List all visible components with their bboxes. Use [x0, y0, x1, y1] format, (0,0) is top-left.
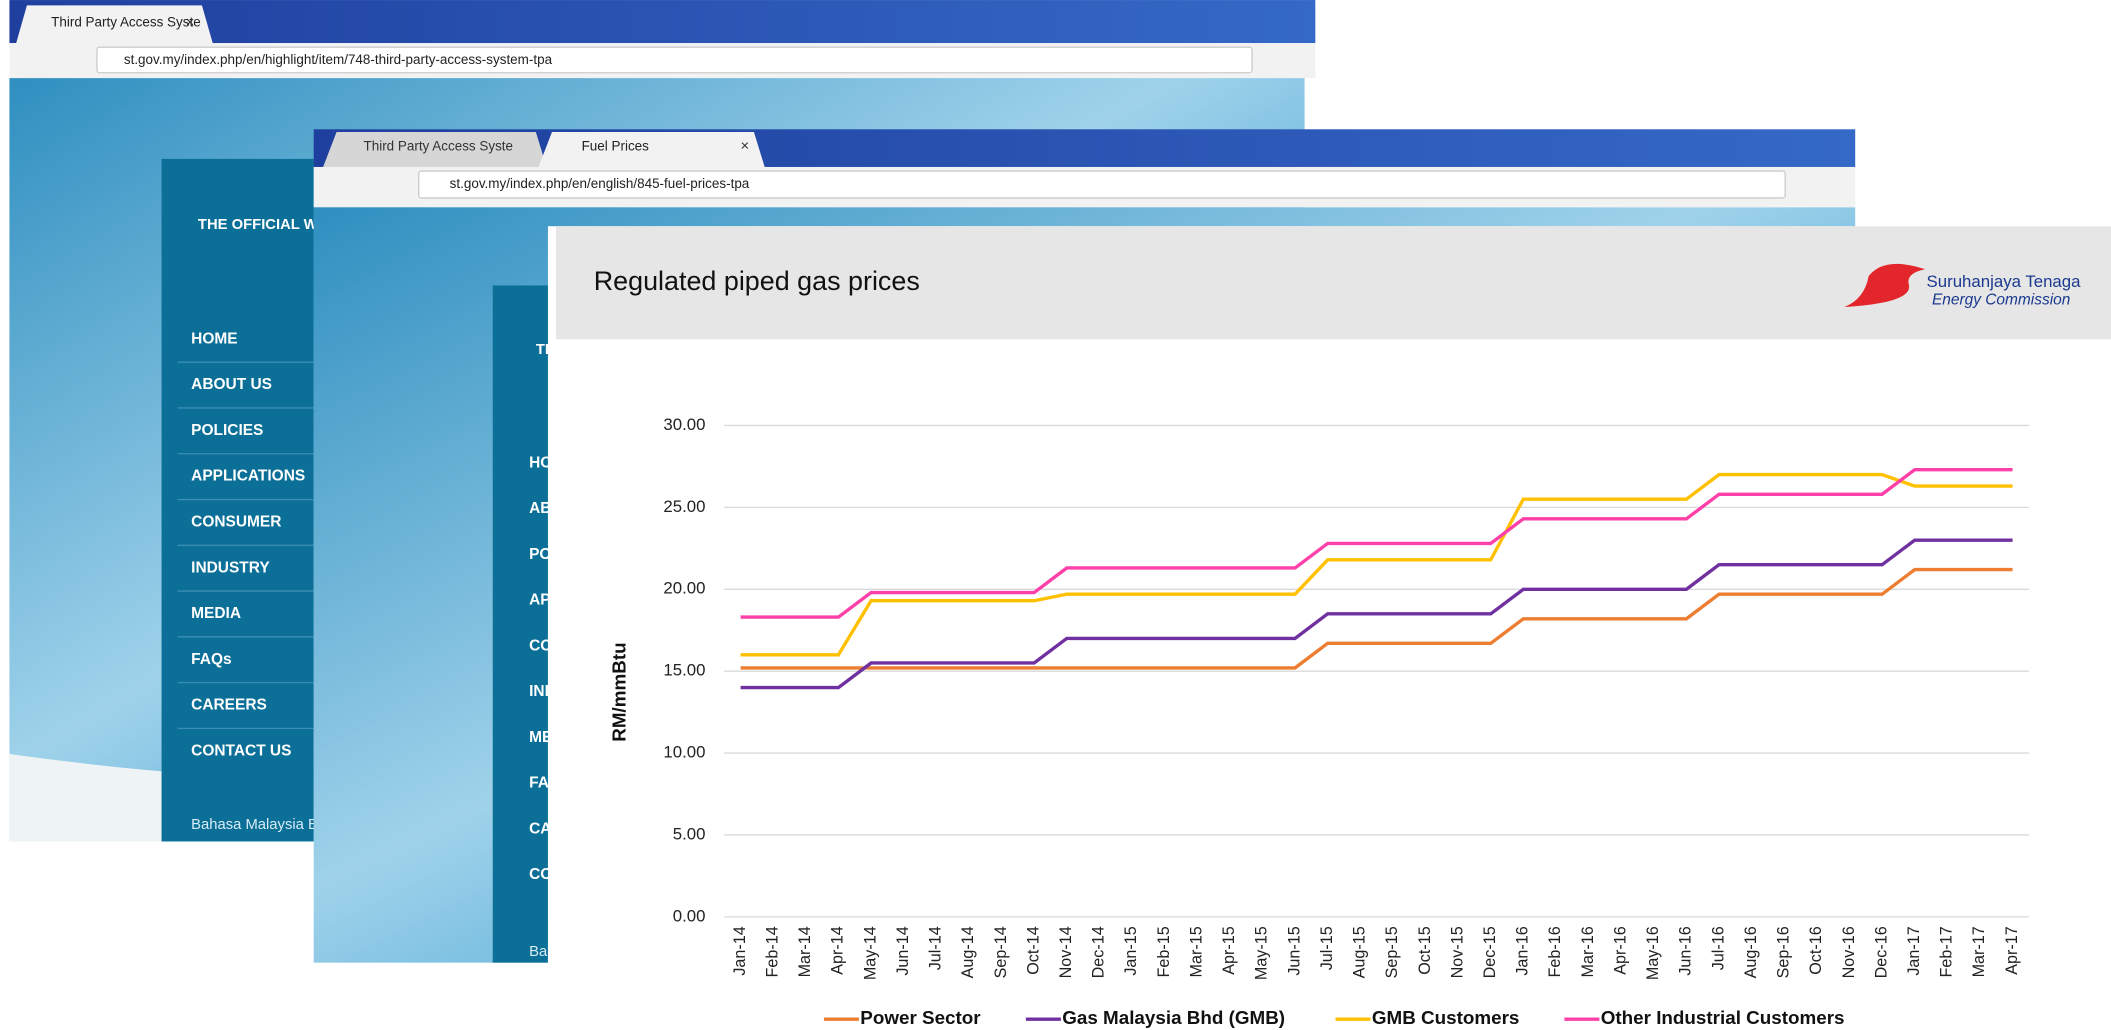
y-tick-label: 10.00 [663, 743, 705, 762]
tab-title: Third Party Access Syste [51, 14, 201, 29]
x-tick-label: Feb-17 [1938, 926, 1956, 977]
language-links[interactable]: Ba [529, 944, 548, 960]
tab-title: Third Party Access Syste [364, 138, 514, 153]
x-tick-label: Aug-16 [1742, 926, 1760, 978]
x-tick-label: Nov-14 [1057, 926, 1075, 978]
nav-item[interactable]: AP [529, 592, 551, 609]
x-tick-label: Aug-14 [959, 926, 977, 978]
legend-label: Power Sector [860, 1007, 981, 1028]
screenshot: Third Party Access Syste × st.gov.my/ind… [0, 0, 2111, 1030]
nav-item[interactable]: CONTACT US [191, 742, 291, 759]
x-tick-label: Aug-15 [1351, 926, 1369, 978]
nav-item[interactable]: MEDIA [191, 605, 241, 622]
y-tick-label: 15.00 [663, 661, 705, 680]
tab-close[interactable]: × [186, 15, 195, 31]
x-tick-label: Apr-14 [829, 926, 847, 974]
logo-name: Suruhanjaya Tenaga [1927, 272, 2082, 291]
nav-item[interactable]: APPLICATIONS [191, 468, 305, 485]
y-tick-label: 5.00 [673, 824, 706, 843]
legend-label: GMB Customers [1372, 1007, 1520, 1028]
x-tick-label: Feb-16 [1546, 926, 1564, 977]
nav-item[interactable]: HOME [191, 330, 237, 347]
chart-panel: Regulated piped gas prices Suruhanjaya T… [548, 226, 2111, 1030]
x-tick-label: Jan-14 [731, 926, 749, 975]
y-tick-label: 0.00 [673, 906, 706, 925]
x-tick-label: Nov-15 [1448, 926, 1466, 978]
nav-item[interactable]: CAREERS [191, 697, 267, 714]
x-tick-label: Jan-17 [1905, 926, 1923, 975]
x-tick-label: Mar-17 [1970, 926, 1988, 977]
x-tick-label: Mar-14 [796, 926, 814, 977]
url: st.gov.my/index.php/en/english/845-fuel-… [450, 176, 750, 191]
x-tick-label: Dec-16 [1872, 926, 1890, 978]
x-tick-label: Apr-15 [1220, 926, 1238, 974]
nav-item[interactable]: CONSUMER [191, 513, 281, 530]
x-tick-label: Jun-14 [894, 926, 912, 975]
panel-bg [548, 226, 2111, 1030]
nav-item[interactable]: INDUSTRY [191, 559, 270, 576]
sidebar [493, 285, 548, 962]
x-tick-label: Mar-16 [1579, 926, 1597, 977]
chart-title: Regulated piped gas prices [594, 266, 920, 296]
logo-subtitle: Energy Commission [1932, 291, 2070, 308]
x-tick-label: Jan-16 [1514, 926, 1532, 975]
x-tick-label: May-15 [1253, 926, 1271, 980]
legend-label: Gas Malaysia Bhd (GMB) [1062, 1007, 1285, 1028]
x-tick-label: Jul-16 [1709, 926, 1727, 970]
x-tick-label: Oct-16 [1807, 926, 1825, 974]
language-links[interactable]: Bahasa Malaysia En [191, 817, 326, 833]
x-tick-label: Jul-14 [927, 926, 945, 970]
x-tick-label: Sep-16 [1775, 926, 1793, 978]
nav-item[interactable]: FAQs [191, 651, 231, 668]
nav-item[interactable]: ABOUT US [191, 376, 272, 393]
legend-label: Other Industrial Customers [1601, 1007, 1845, 1028]
x-tick-label: Feb-15 [1155, 926, 1173, 977]
x-tick-label: May-14 [861, 926, 879, 980]
x-tick-label: Oct-15 [1416, 926, 1434, 974]
x-tick-label: May-16 [1644, 926, 1662, 980]
nav-item[interactable]: POLICIES [191, 422, 263, 439]
x-tick-label: Feb-14 [763, 926, 781, 977]
y-tick-label: 20.00 [663, 579, 705, 598]
x-tick-label: Jun-16 [1677, 926, 1695, 975]
x-tick-label: Apr-17 [2003, 926, 2021, 974]
x-tick-label: Mar-15 [1187, 926, 1205, 977]
x-tick-label: Jan-15 [1122, 926, 1140, 975]
tab-active[interactable] [539, 132, 765, 167]
x-tick-label: Jul-15 [1318, 926, 1336, 970]
tab-close[interactable]: × [740, 139, 749, 155]
x-tick-label: Nov-16 [1840, 926, 1858, 978]
x-tick-label: Jun-15 [1285, 926, 1303, 975]
tab-title: Fuel Prices [582, 138, 650, 153]
y-axis-label: RM/mmBtu [609, 642, 630, 741]
page: {"back_window":{"tab":"Third Party Acces… [0, 0, 2111, 1030]
x-tick-label: Dec-15 [1481, 926, 1499, 978]
y-tick-label: 30.00 [663, 415, 705, 434]
x-tick-label: Sep-14 [992, 926, 1010, 978]
x-tick-label: Sep-15 [1383, 926, 1401, 978]
url: st.gov.my/index.php/en/highlight/item/74… [124, 52, 553, 67]
y-tick-label: 25.00 [663, 497, 705, 516]
x-tick-label: Apr-16 [1611, 926, 1629, 974]
x-tick-label: Oct-14 [1024, 926, 1042, 974]
x-tick-label: Dec-14 [1090, 926, 1108, 978]
